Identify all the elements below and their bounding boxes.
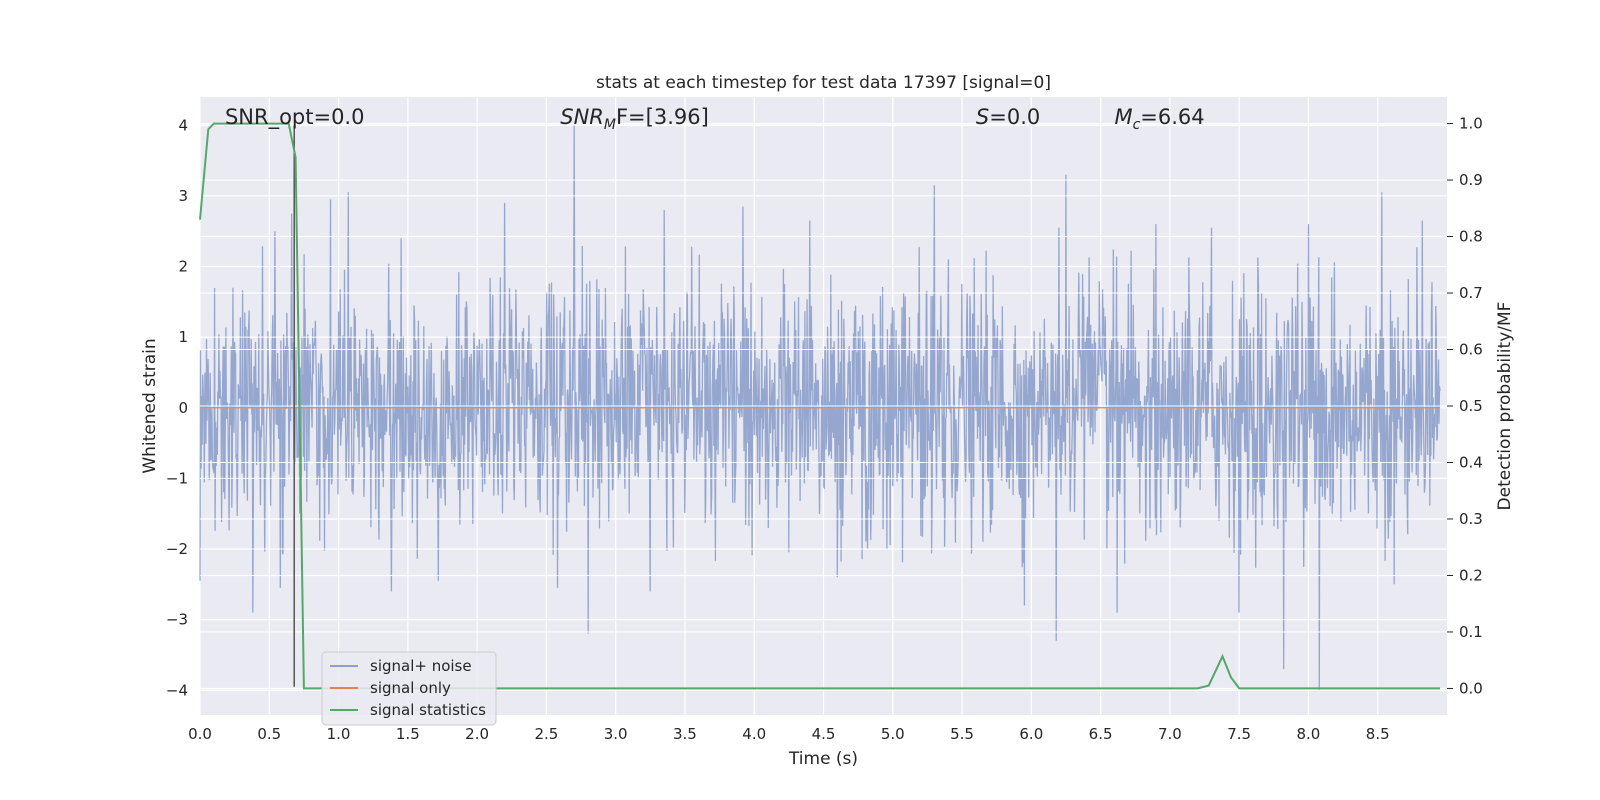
y2-tick-label: 0.5: [1459, 397, 1483, 415]
x-tick-label: 4.0: [742, 725, 766, 743]
y2-tick-label: 0.9: [1459, 171, 1483, 189]
y2-tick-label: 0.4: [1459, 453, 1483, 471]
y-tick-label: −4: [166, 681, 188, 699]
y2-tick-label: 0.8: [1459, 228, 1483, 246]
y-tick-label: 2: [178, 258, 188, 276]
x-tick-label: 2.5: [534, 725, 558, 743]
y-tick-label: 3: [178, 187, 188, 205]
y2-tick-label: 0.6: [1459, 341, 1483, 359]
y2-tick-label: 1.0: [1459, 115, 1483, 133]
y2-tick-label: 0.3: [1459, 510, 1483, 528]
legend-label: signal only: [370, 679, 451, 697]
y-tick-label: −1: [166, 469, 188, 487]
y2-tick-label: 0.2: [1459, 566, 1483, 584]
x-tick-label: 7.5: [1227, 725, 1251, 743]
x-tick-label: 5.5: [950, 725, 974, 743]
legend-label: signal statistics: [370, 701, 486, 719]
legend: signal+ noise signal only signal statistic…: [321, 651, 497, 726]
ticks: 0.0 0.5 1.0 1.5 2.0 2.5 3.0 3.5 4.0 4.5 5.0 5.5 6.0 6…: [166, 115, 1483, 743]
x-tick-label: 6.5: [1089, 725, 1113, 743]
x-tick-label: 1.0: [327, 725, 351, 743]
annotation-subscript: M: [604, 117, 616, 133]
x-tick-label: 8.5: [1366, 725, 1390, 743]
annotations: SNR_opt=0.0 SNRMF=[3.96] S=0.0 Mc=6.64: [225, 105, 1205, 133]
y-axis-label: Whitened strain: [140, 338, 160, 473]
x-tick-label: 5.0: [881, 725, 905, 743]
annotation-tail: =6.64: [1140, 105, 1204, 129]
y-tick-label: −2: [166, 540, 188, 558]
x-tick-label: 6.0: [1019, 725, 1043, 743]
legend-label: signal+ noise: [370, 657, 472, 675]
y-tick-label: 4: [178, 116, 188, 134]
annotation-tail: =0.0: [989, 105, 1040, 129]
y-tick-label: 0: [178, 399, 188, 417]
annotation-main: SNR: [560, 105, 604, 129]
x-tick-label: 7.0: [1158, 725, 1182, 743]
x-tick-label: 4.5: [812, 725, 836, 743]
x-tick-label: 8.0: [1297, 725, 1321, 743]
x-tick-label: 0.0: [188, 725, 212, 743]
x-axis-label: Time (s): [788, 749, 858, 769]
y-tick-label: −3: [166, 611, 188, 629]
y2-tick-label: 0.7: [1459, 284, 1483, 302]
annotation-2: S=0.0: [976, 105, 1040, 129]
annotation-0: SNR_opt=0.0: [225, 105, 365, 130]
x-tick-label: 0.5: [257, 725, 281, 743]
x-tick-label: 1.5: [396, 725, 420, 743]
y-tick-label: 1: [178, 328, 188, 346]
legend-box: [321, 651, 497, 726]
series-signal-statistics-line: [199, 122, 1441, 690]
x-tick-label: 3.0: [604, 725, 628, 743]
annotation-subscript: c: [1133, 117, 1141, 133]
chart-title: stats at each timestep for test data 173…: [596, 73, 1051, 93]
annotation-tail: F=[3.96]: [616, 105, 709, 129]
y2-axis-label: Detection probability/MF: [1495, 302, 1515, 511]
annotation-main: SNR_opt=0.0: [225, 105, 365, 130]
x-tick-label: 3.5: [673, 725, 697, 743]
annotation-main: M: [1114, 105, 1132, 129]
y2-tick-label: 0.1: [1459, 623, 1483, 641]
annotation-3: Mc=6.64: [1114, 105, 1204, 133]
annotation-1: SNRMF=[3.96]: [560, 105, 709, 133]
y2-tick-label: 0.0: [1459, 679, 1483, 697]
x-tick-label: 2.0: [465, 725, 489, 743]
annotation-main: S: [976, 105, 989, 129]
